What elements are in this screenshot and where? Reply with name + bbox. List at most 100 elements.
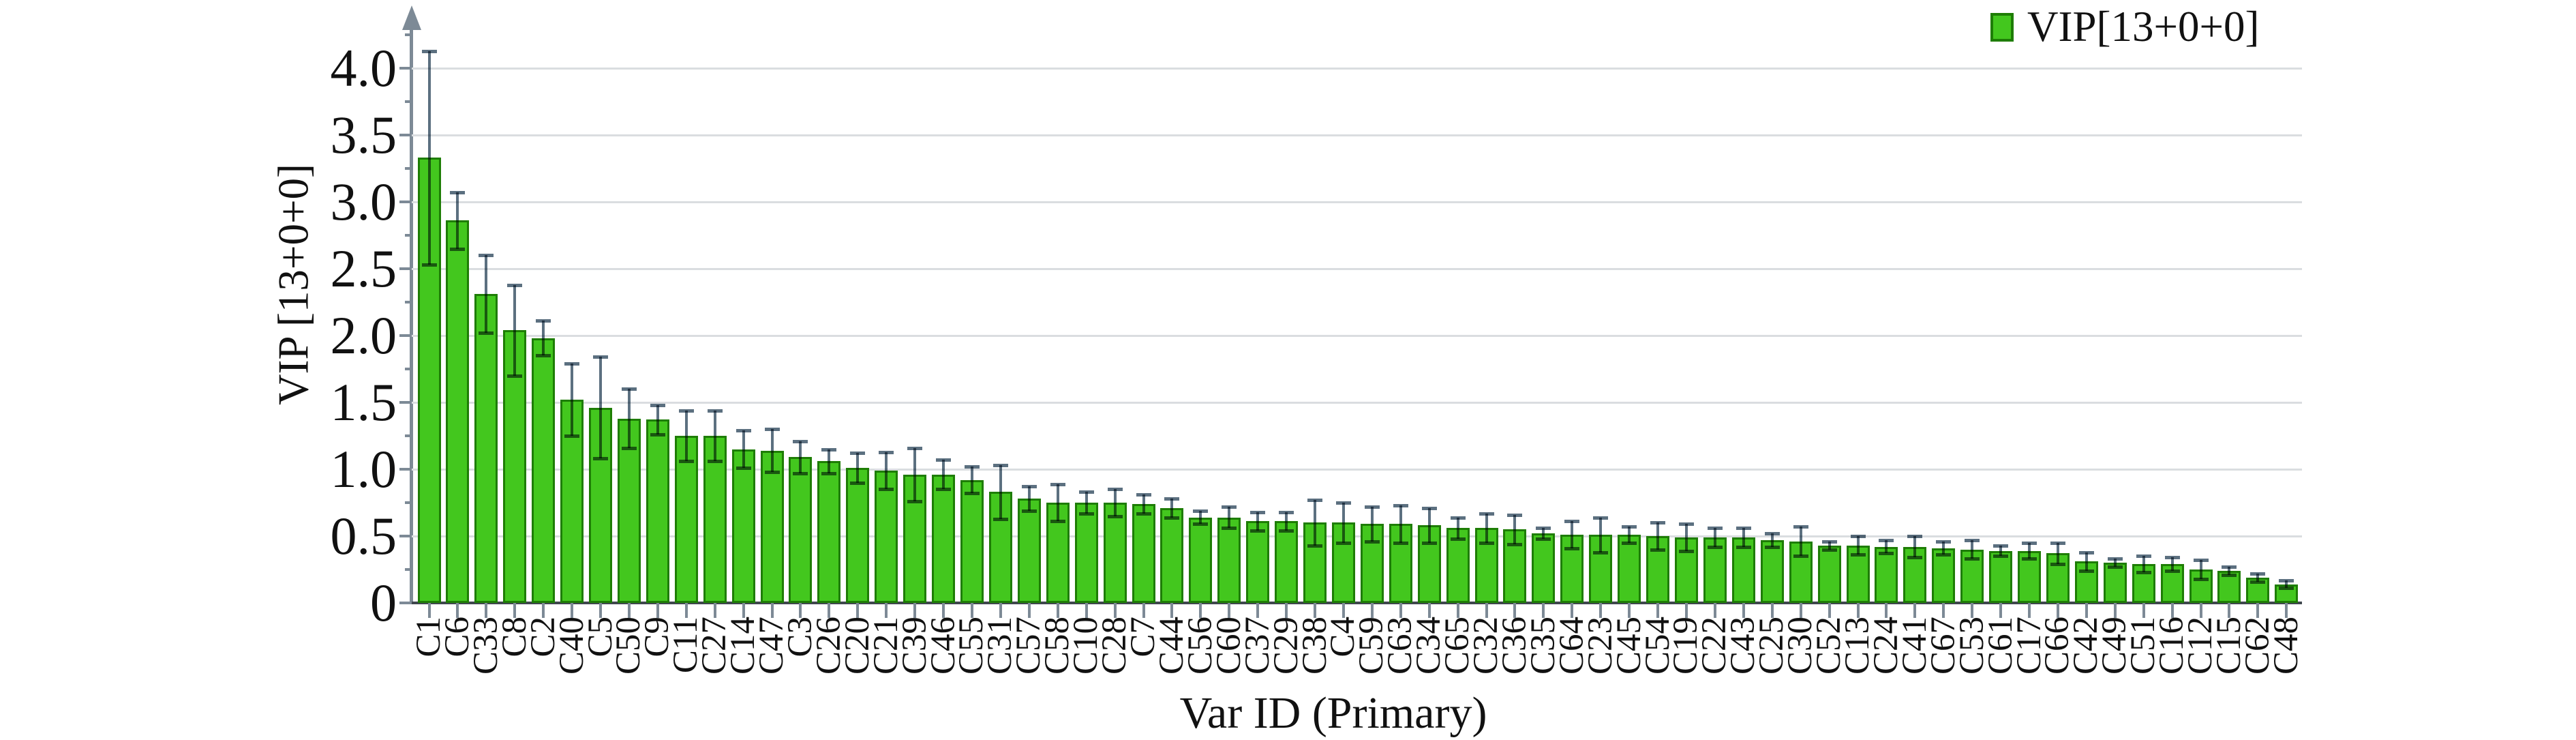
error-bar-C32 (1485, 513, 1488, 543)
gridline-y-2 (412, 335, 2302, 337)
error-bar-cap-top (1622, 525, 1637, 529)
x-tick (1314, 603, 1317, 618)
bar-C61[interactable] (1989, 550, 2013, 603)
bar-C3[interactable] (789, 457, 813, 603)
bar-C47[interactable] (760, 450, 784, 603)
error-bar-cap-bottom (821, 471, 837, 475)
bar-C28[interactable] (1103, 503, 1127, 603)
error-bar-C20 (856, 453, 860, 483)
error-bar-cap-top (1250, 510, 1266, 514)
error-bar-C5 (599, 357, 603, 459)
bar-C26[interactable] (817, 461, 841, 603)
bar-C62[interactable] (2246, 577, 2270, 603)
error-bar-C66 (2056, 542, 2059, 565)
gridline-y-4 (412, 68, 2302, 70)
error-bar-cap-bottom (1793, 554, 1808, 559)
x-tick (1485, 603, 1488, 618)
error-bar-cap-bottom (1364, 539, 1380, 544)
x-tick (1999, 603, 2003, 618)
error-bar-cap-bottom (1850, 553, 1866, 557)
error-bar-cap-top (450, 191, 466, 195)
bar-C33[interactable] (474, 294, 498, 603)
x-tick (885, 603, 888, 618)
x-tick (2142, 603, 2145, 618)
bar-C55[interactable] (960, 479, 984, 603)
error-bar-cap-top (879, 450, 894, 454)
error-bar-cap-top (1678, 522, 1694, 527)
x-tick (1628, 603, 1631, 618)
error-bar-cap-top (1107, 488, 1123, 492)
error-bar-cap-top (1879, 538, 1894, 542)
error-bar-cap-bottom (1707, 545, 1723, 549)
error-bar-cap-top (1307, 499, 1323, 503)
bar-C20[interactable] (846, 468, 870, 603)
bar-C11[interactable] (674, 436, 698, 603)
bar-C2[interactable] (532, 338, 556, 603)
bar-C37[interactable] (1246, 521, 1270, 603)
bar-C57[interactable] (1017, 499, 1041, 603)
error-bar-cap-bottom (907, 500, 923, 504)
bar-C56[interactable] (1189, 517, 1213, 603)
error-bar-C14 (742, 430, 745, 469)
error-bar-C39 (913, 447, 917, 502)
bar-C60[interactable] (1217, 517, 1241, 603)
bar-C27[interactable] (703, 436, 727, 603)
bar-C17[interactable] (2018, 550, 2042, 603)
bar-C7[interactable] (1132, 503, 1155, 603)
bar-C24[interactable] (1875, 546, 1898, 603)
error-bar-cap-top (850, 452, 866, 456)
error-bar-cap-bottom (1393, 541, 1408, 545)
x-tick (1199, 603, 1202, 618)
x-tick (1170, 603, 1174, 618)
y-major-tick (399, 134, 412, 136)
y-tick-label: 3.5 (330, 105, 397, 164)
x-tick (1056, 603, 1059, 618)
x-tick (2285, 603, 2288, 618)
bar-C10[interactable] (1074, 503, 1098, 603)
error-bar-C43 (1742, 528, 1745, 547)
y-major-tick (399, 468, 412, 471)
x-tick (913, 603, 917, 618)
bar-C65[interactable] (1446, 528, 1470, 603)
error-bar-cap-top (907, 446, 923, 450)
x-tick (2199, 603, 2202, 618)
x-tick (742, 603, 745, 618)
error-bar-cap-bottom (736, 467, 751, 471)
bar-C66[interactable] (2046, 553, 2070, 603)
bar-C52[interactable] (1817, 545, 1841, 603)
error-bar-cap-top (1279, 510, 1294, 514)
bar-C46[interactable] (932, 474, 956, 603)
error-bar-C38 (1314, 500, 1317, 546)
error-bar-C10 (1085, 492, 1088, 514)
error-bar-cap-top (678, 409, 694, 413)
y-tick-label: 2.5 (330, 239, 397, 298)
bar-C63[interactable] (1389, 524, 1412, 603)
x-tick (1656, 603, 1660, 618)
error-bar-cap-top (2136, 554, 2151, 559)
bar-C44[interactable] (1160, 507, 1184, 603)
error-bar-cap-bottom (1678, 549, 1694, 553)
bar-C45[interactable] (1618, 535, 1641, 603)
error-bar-cap-bottom (2279, 587, 2294, 591)
gridline-y-1 (412, 469, 2302, 471)
error-bar-C67 (1942, 541, 1945, 555)
y-minor-tick (405, 234, 412, 237)
bar-C21[interactable] (875, 470, 898, 603)
bar-C36[interactable] (1503, 529, 1527, 603)
x-tick (1142, 603, 1145, 618)
y-major-tick (399, 535, 412, 537)
error-bar-cap-top (2050, 541, 2065, 545)
bar-C25[interactable] (1760, 539, 1784, 603)
bar-C29[interactable] (1275, 521, 1299, 603)
x-tick (456, 603, 459, 618)
x-tick (2170, 603, 2174, 618)
bar-C35[interactable] (1532, 533, 1556, 603)
bar-C6[interactable] (446, 220, 470, 603)
error-bar-cap-bottom (536, 354, 551, 358)
error-bar-cap-bottom (1622, 541, 1637, 545)
y-major-tick (399, 401, 412, 404)
bar-C14[interactable] (731, 449, 755, 603)
gridline-y-2.5 (412, 268, 2302, 270)
error-bar-cap-bottom (1650, 548, 1666, 552)
bar-C9[interactable] (646, 419, 669, 603)
